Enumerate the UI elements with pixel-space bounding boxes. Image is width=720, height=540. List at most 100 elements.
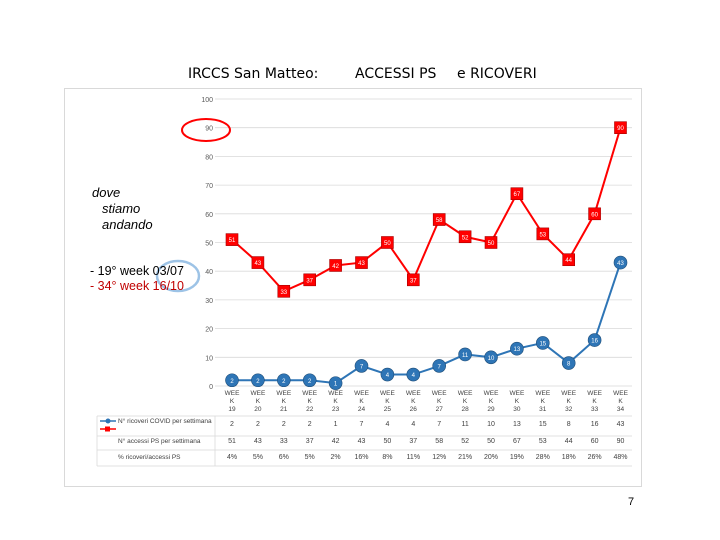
table-cell: 4 [411, 421, 415, 428]
x-tick-label: 27 [436, 406, 444, 413]
x-tick-label: K [592, 398, 597, 405]
y-tick-label: 50 [205, 241, 213, 248]
legend-key-accessi [105, 426, 110, 432]
x-tick-label: 26 [410, 406, 418, 413]
x-tick-label: 21 [280, 406, 288, 413]
x-tick-label: 29 [487, 406, 495, 413]
data-point-ricoveri [276, 373, 291, 388]
table-cell: 48% [613, 454, 627, 461]
data-label-ricoveri: 13 [514, 347, 521, 353]
table-cell: 12% [432, 454, 446, 461]
table-cell: 19% [510, 454, 524, 461]
y-tick-label: 80 [205, 154, 213, 161]
data-point-ricoveri [225, 373, 239, 388]
x-tick-label: K [411, 398, 416, 405]
y-tick-label: 20 [205, 327, 213, 334]
y-tick-label: 40 [205, 269, 213, 276]
data-point-accessi [562, 253, 576, 267]
note-where-line3: andando [102, 217, 153, 232]
table-cell: 2% [331, 454, 341, 461]
chart-frame [64, 88, 642, 487]
series-line-ricoveri [232, 262, 622, 385]
x-tick-label: K [385, 398, 390, 405]
x-tick-label: 23 [332, 406, 340, 413]
table-cell: 43 [254, 438, 262, 445]
data-label-accessi: 50 [384, 241, 391, 247]
data-point-ricoveri [354, 359, 369, 373]
x-tick-label: 31 [539, 406, 547, 413]
table-cell: 51 [228, 438, 236, 445]
table-cell: 16 [591, 421, 599, 428]
table-cell: 33 [280, 438, 288, 445]
x-tick-label: K [282, 398, 287, 405]
data-point-ricoveri [458, 347, 472, 362]
data-label-ricoveri: 2 [256, 379, 260, 385]
x-tick-label: WEE [509, 390, 524, 397]
table-cell: 43 [617, 421, 625, 428]
table-cell: 5% [305, 454, 315, 461]
data-point-ricoveri [328, 376, 343, 390]
data-point-ricoveri [380, 367, 395, 382]
data-point-ricoveri [535, 336, 550, 350]
y-tick-label: 100 [201, 97, 213, 104]
data-point-ricoveri [613, 255, 628, 270]
data-point-accessi [536, 227, 550, 241]
data-point-ricoveri [510, 341, 524, 356]
y-tick-label: 30 [205, 298, 213, 305]
table-cell: 2 [230, 421, 234, 428]
table-cell: 2 [256, 421, 260, 428]
x-tick-label: 34 [617, 406, 625, 413]
y-tick-label: 90 [205, 126, 213, 133]
page-number: 7 [628, 496, 635, 508]
table-cell: 4 [385, 421, 389, 428]
data-point-accessi [225, 233, 239, 246]
table-cell: 60 [591, 438, 599, 445]
data-point-accessi [510, 187, 524, 201]
data-label-accessi: 37 [410, 278, 417, 284]
x-tick-label: K [541, 398, 546, 405]
data-point-ricoveri [561, 356, 576, 370]
data-label-accessi: 53 [539, 232, 546, 238]
y-tick-label: 60 [205, 212, 213, 219]
table-cell: 1 [334, 421, 338, 428]
title-ricoveri: e RICOVERI [457, 66, 537, 82]
legend-label-ricoveri: N° ricoveri COVID per settimana [118, 417, 212, 425]
data-label-accessi: 37 [306, 278, 313, 284]
table-cell: 15 [539, 421, 547, 428]
series-line-accessi [231, 127, 622, 293]
data-label-ricoveri: 2 [230, 379, 234, 385]
y-tick-label: 10 [205, 355, 213, 362]
note-week-34: - 34° week 16/10 [90, 279, 184, 293]
x-tick-label: 28 [461, 406, 469, 413]
data-label-accessi: 33 [280, 290, 287, 296]
table-cell: 13 [513, 421, 521, 428]
data-label-ricoveri: 2 [282, 379, 286, 385]
data-point-accessi [614, 121, 627, 134]
x-tick-label: K [437, 398, 442, 405]
x-tick-label: 22 [306, 406, 314, 413]
data-point-ricoveri [587, 333, 602, 347]
data-label-ricoveri: 4 [412, 373, 416, 379]
title-accessi: ACCESSI PS [355, 66, 437, 82]
table-cell: 6% [279, 454, 289, 461]
x-tick-label: WEE [406, 390, 421, 397]
data-point-accessi [458, 230, 472, 244]
data-label-ricoveri: 11 [462, 353, 469, 359]
table-cell: 21% [458, 454, 472, 461]
table-cell: 44 [565, 438, 573, 445]
data-point-ricoveri [432, 359, 447, 373]
data-label-ricoveri: 7 [438, 364, 442, 370]
x-tick-label: 30 [513, 406, 521, 413]
x-tick-label: WEE [250, 390, 265, 397]
x-tick-label: K [333, 398, 338, 405]
x-tick-label: WEE [380, 390, 395, 397]
data-label-ricoveri: 1 [334, 382, 338, 388]
x-tick-label: K [359, 398, 364, 405]
x-tick-label: WEE [276, 390, 291, 397]
table-cell: 10 [487, 421, 495, 428]
note-where-line2: stiamo [102, 201, 141, 216]
data-label-accessi: 90 [617, 126, 624, 132]
data-label-ricoveri: 8 [567, 362, 571, 368]
table-cell: 4% [227, 454, 237, 461]
table-cell: 28% [536, 454, 550, 461]
